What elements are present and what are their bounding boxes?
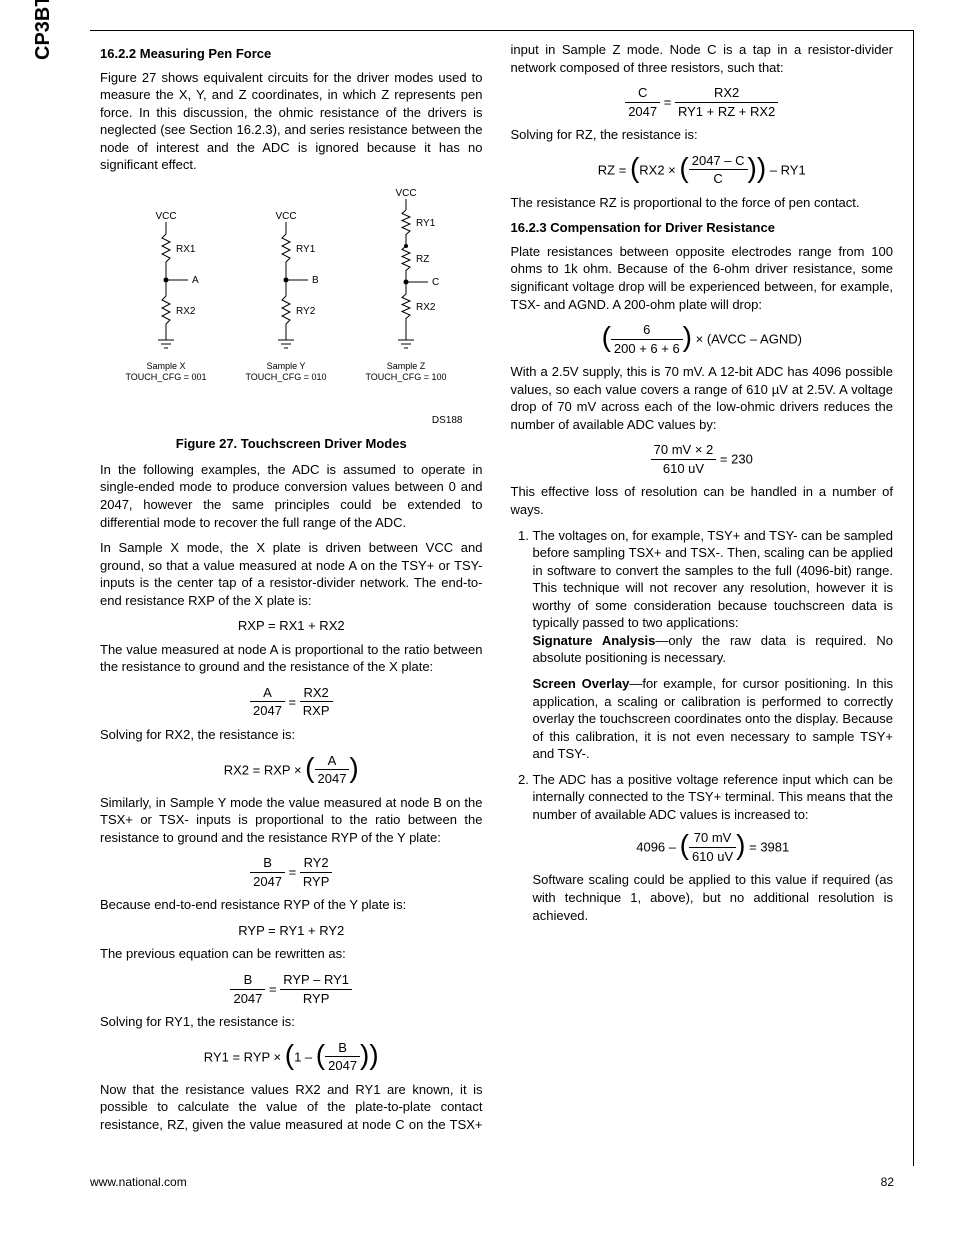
para-1: Figure 27 shows equivalent circuits for …	[100, 69, 483, 174]
svg-text:RZ: RZ	[416, 254, 429, 265]
resolution-list: The voltages on, for example, TSY+ and T…	[511, 527, 894, 924]
footer-page-number: 82	[881, 1174, 894, 1190]
eq-6: B2047 = RYP – RY1RYP	[100, 971, 483, 1007]
eq-7: RY1 = RYP × (1 – (B2047))	[100, 1039, 483, 1075]
svg-text:RY2: RY2	[296, 306, 316, 317]
sig-analysis: Signature Analysis—only the raw data is …	[533, 632, 894, 667]
eq-5: RYP = RY1 + RY2	[100, 922, 483, 940]
eq-8: C2047 = RX2RY1 + RZ + RX2	[511, 84, 894, 120]
svg-text:Sample Y: Sample Y	[267, 361, 306, 371]
para-7: Because end-to-end resistance RYP of the…	[100, 896, 483, 914]
para-5: Solving for RX2, the resistance is:	[100, 726, 483, 744]
li2-tail: Software scaling could be applied to thi…	[533, 871, 894, 924]
para-2: In the following examples, the ADC is as…	[100, 461, 483, 531]
section-head-1623: 16.2.3 Compensation for Driver Resistanc…	[511, 219, 894, 237]
page-footer: www.national.com 82	[90, 1174, 914, 1190]
screen-overlay: Screen Overlay—for example, for cursor p…	[533, 675, 894, 763]
svg-text:RY1: RY1	[296, 244, 316, 255]
eq-10: (6200 + 6 + 6) × (AVCC – AGND)	[511, 321, 894, 357]
section-head-1622: 16.2.2 Measuring Pen Force	[100, 45, 483, 63]
para-14: With a 2.5V supply, this is 70 mV. A 12-…	[511, 363, 894, 433]
eq-4: B2047 = RY2RYP	[100, 854, 483, 890]
svg-text:VCC: VCC	[276, 211, 297, 222]
ds-label: DS188	[100, 414, 483, 428]
para-11: Solving for RZ, the resistance is:	[511, 126, 894, 144]
para-3: In Sample X mode, the X plate is driven …	[100, 539, 483, 609]
para-6: Similarly, in Sample Y mode the value me…	[100, 794, 483, 847]
eq-1: RXP = RX1 + RX2	[100, 617, 483, 635]
list-item-1: The voltages on, for example, TSY+ and T…	[533, 527, 894, 763]
svg-text:RX1: RX1	[176, 244, 196, 255]
para-9: Solving for RY1, the resistance is:	[100, 1013, 483, 1031]
eq-11: 70 mV × 2610 uV = 230	[511, 441, 894, 477]
list-item-2: The ADC has a positive voltage reference…	[533, 771, 894, 924]
eq-9: RZ = (RX2 × (2047 – CC)) – RY1	[511, 152, 894, 188]
svg-text:RX2: RX2	[416, 302, 436, 313]
para-15: This effective loss of resolution can be…	[511, 483, 894, 518]
svg-text:A: A	[192, 275, 199, 286]
svg-text:Sample X: Sample X	[147, 361, 186, 371]
side-label: CP3BT26	[30, 0, 57, 60]
figure-caption: Figure 27. Touchscreen Driver Modes	[100, 435, 483, 453]
svg-text:TOUCH_CFG = 001: TOUCH_CFG = 001	[126, 372, 207, 382]
footer-url: www.national.com	[90, 1174, 187, 1190]
svg-text:TOUCH_CFG = 100: TOUCH_CFG = 100	[366, 372, 447, 382]
para-13: Plate resistances between opposite elect…	[511, 243, 894, 313]
eq-12: 4096 – (70 mV610 uV) = 3981	[533, 829, 894, 865]
svg-text:B: B	[312, 275, 319, 286]
para-8: The previous equation can be rewritten a…	[100, 945, 483, 963]
svg-text:RX2: RX2	[176, 306, 196, 317]
page-content: 16.2.2 Measuring Pen Force Figure 27 sho…	[90, 30, 914, 1166]
svg-text:TOUCH_CFG = 010: TOUCH_CFG = 010	[246, 372, 327, 382]
svg-text:VCC: VCC	[156, 211, 177, 222]
figure-27-svg: .lbl{font:10px Arial;} .lblsm{font:9px A…	[111, 184, 471, 404]
para-4: The value measured at node A is proporti…	[100, 641, 483, 676]
eq-2: A2047 = RX2RXP	[100, 684, 483, 720]
eq-3: RX2 = RXP × (A2047)	[100, 752, 483, 788]
svg-text:VCC: VCC	[396, 188, 417, 199]
svg-text:RY1: RY1	[416, 218, 436, 229]
svg-text:Sample Z: Sample Z	[387, 361, 426, 371]
para-12: The resistance RZ is proportional to the…	[511, 194, 894, 212]
svg-text:C: C	[432, 277, 439, 288]
